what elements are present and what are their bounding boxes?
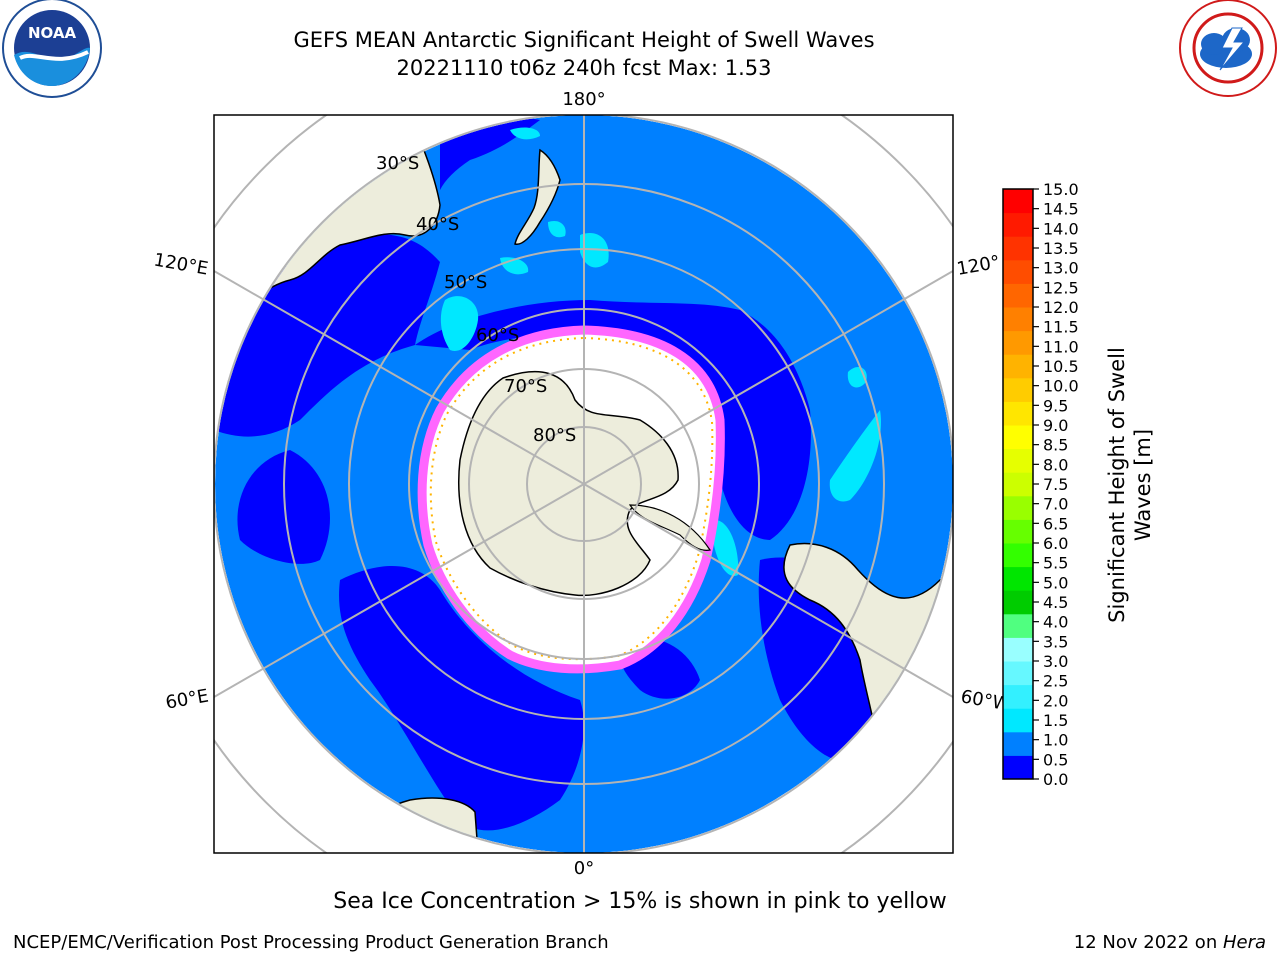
map-frame — [213, 114, 954, 854]
lon-label-120e: 120°E — [152, 249, 210, 279]
sea-ice-note: Sea Ice Concentration > 15% is shown in … — [333, 889, 947, 914]
colorbar-segment — [1003, 543, 1033, 568]
colorbar-segment — [1003, 425, 1033, 450]
colorbar-tick-label: 7.5 — [1043, 475, 1068, 494]
antarctica-landmass — [458, 370, 679, 597]
colorbar-segment — [1003, 661, 1033, 686]
colorbar-segment — [1003, 684, 1033, 709]
antarctic-peninsula — [628, 504, 711, 551]
chart-subtitle: 20221110 t06z 240h fcst Max: 1.53 — [396, 56, 772, 80]
footer-host: Hera — [1222, 932, 1266, 953]
lat-label-30: 30°S — [376, 153, 419, 174]
footer-date: 12 Nov 2022 on Hera — [1074, 932, 1266, 953]
new-zealand — [514, 148, 561, 245]
longitude-grid — [214, 115, 953, 853]
colorbar-segment — [1003, 377, 1033, 402]
lon-label-60e: 60°E — [164, 685, 210, 713]
colorbar: 0.00.51.01.52.02.53.03.54.04.55.05.56.06… — [1002, 180, 1155, 789]
lon-label-180: 180° — [562, 89, 605, 110]
colorbar-tick-label: 6.0 — [1043, 534, 1068, 553]
colorbar-tick-label: 5.0 — [1043, 573, 1068, 592]
colorbar-segment — [1003, 330, 1033, 355]
colorbar-tick-label: 7.0 — [1043, 495, 1068, 514]
colorbar-tick-label: 6.5 — [1043, 514, 1068, 533]
colorbar-tick-label: 12.5 — [1043, 278, 1079, 297]
colorbar-segment — [1003, 495, 1033, 520]
colorbar-segment — [1003, 708, 1033, 733]
colorbar-label-line1: Significant Height of Swell — [1105, 347, 1129, 623]
colorbar-ticks: 0.00.51.01.52.02.53.03.54.04.55.05.56.06… — [1033, 180, 1079, 789]
colorbar-tick-label: 9.5 — [1043, 396, 1068, 415]
colorbar-tick-label: 9.0 — [1043, 416, 1068, 435]
colorbar-tick-label: 13.0 — [1043, 259, 1079, 278]
noaa-logo: NOAA — [2, 0, 102, 98]
noaa-logo-text: NOAA — [28, 24, 77, 42]
colorbar-segment — [1003, 448, 1033, 473]
lat-label-50: 50°S — [444, 272, 487, 293]
colorbar-segment — [1003, 259, 1033, 284]
lat-label-70: 70°S — [504, 376, 547, 397]
colorbar-segment — [1003, 590, 1033, 615]
colorbar-tick-label: 13.5 — [1043, 239, 1079, 258]
lon-label-120w: 120° — [955, 252, 1001, 280]
colorbar-tick-label: 0.5 — [1043, 750, 1068, 769]
moderate-swell-patches — [440, 127, 881, 576]
colorbar-segments — [1003, 189, 1033, 780]
colorbar-tick-label: 11.0 — [1043, 337, 1079, 356]
colorbar-tick-label: 4.0 — [1043, 613, 1068, 632]
colorbar-tick-label: 3.5 — [1043, 632, 1068, 651]
colorbar-segment — [1003, 283, 1033, 308]
colorbar-segment — [1003, 637, 1033, 662]
colorbar-tick-label: 2.5 — [1043, 672, 1068, 691]
lat-label-60: 60°S — [476, 325, 519, 346]
nws-logo — [1179, 0, 1277, 97]
colorbar-tick-label: 8.5 — [1043, 436, 1068, 455]
colorbar-tick-label: 3.0 — [1043, 652, 1068, 671]
colorbar-tick-label: 1.0 — [1043, 731, 1068, 750]
colorbar-segment — [1003, 307, 1033, 332]
colorbar-segment — [1003, 189, 1033, 214]
colorbar-tick-label: 5.5 — [1043, 554, 1068, 573]
colorbar-tick-label: 4.5 — [1043, 593, 1068, 612]
lat-label-80: 80°S — [533, 425, 576, 446]
colorbar-tick-label: 10.5 — [1043, 357, 1079, 376]
colorbar-tick-label: 15.0 — [1043, 180, 1079, 199]
colorbar-segment — [1003, 401, 1033, 426]
colorbar-label-line2: Waves [m] — [1131, 429, 1155, 541]
map-area — [214, 115, 953, 853]
colorbar-tick-label: 2.0 — [1043, 691, 1068, 710]
colorbar-segment — [1003, 212, 1033, 237]
colorbar-tick-label: 14.5 — [1043, 200, 1079, 219]
colorbar-tick-label: 1.5 — [1043, 711, 1068, 730]
colorbar-segment — [1003, 755, 1033, 780]
colorbar-tick-label: 10.0 — [1043, 377, 1079, 396]
colorbar-tick-label: 8.0 — [1043, 455, 1068, 474]
colorbar-tick-label: 11.5 — [1043, 318, 1079, 337]
footer-date-text: 12 Nov 2022 on — [1073, 932, 1223, 953]
colorbar-segment — [1003, 519, 1033, 544]
footer-credit: NCEP/EMC/Verification Post Processing Pr… — [13, 932, 609, 953]
colorbar-segment — [1003, 731, 1033, 756]
colorbar-tick-label: 14.0 — [1043, 219, 1079, 238]
colorbar-segment — [1003, 472, 1033, 497]
colorbar-tick-label: 12.0 — [1043, 298, 1079, 317]
colorbar-segment — [1003, 566, 1033, 591]
lat-label-40: 40°S — [416, 214, 459, 235]
colorbar-segment — [1003, 613, 1033, 638]
lon-label-0: 0° — [574, 858, 594, 879]
colorbar-tick-label: 0.0 — [1043, 770, 1068, 789]
colorbar-segment — [1003, 236, 1033, 261]
chart-title: GEFS MEAN Antarctic Significant Height o… — [293, 28, 875, 52]
colorbar-segment — [1003, 354, 1033, 379]
